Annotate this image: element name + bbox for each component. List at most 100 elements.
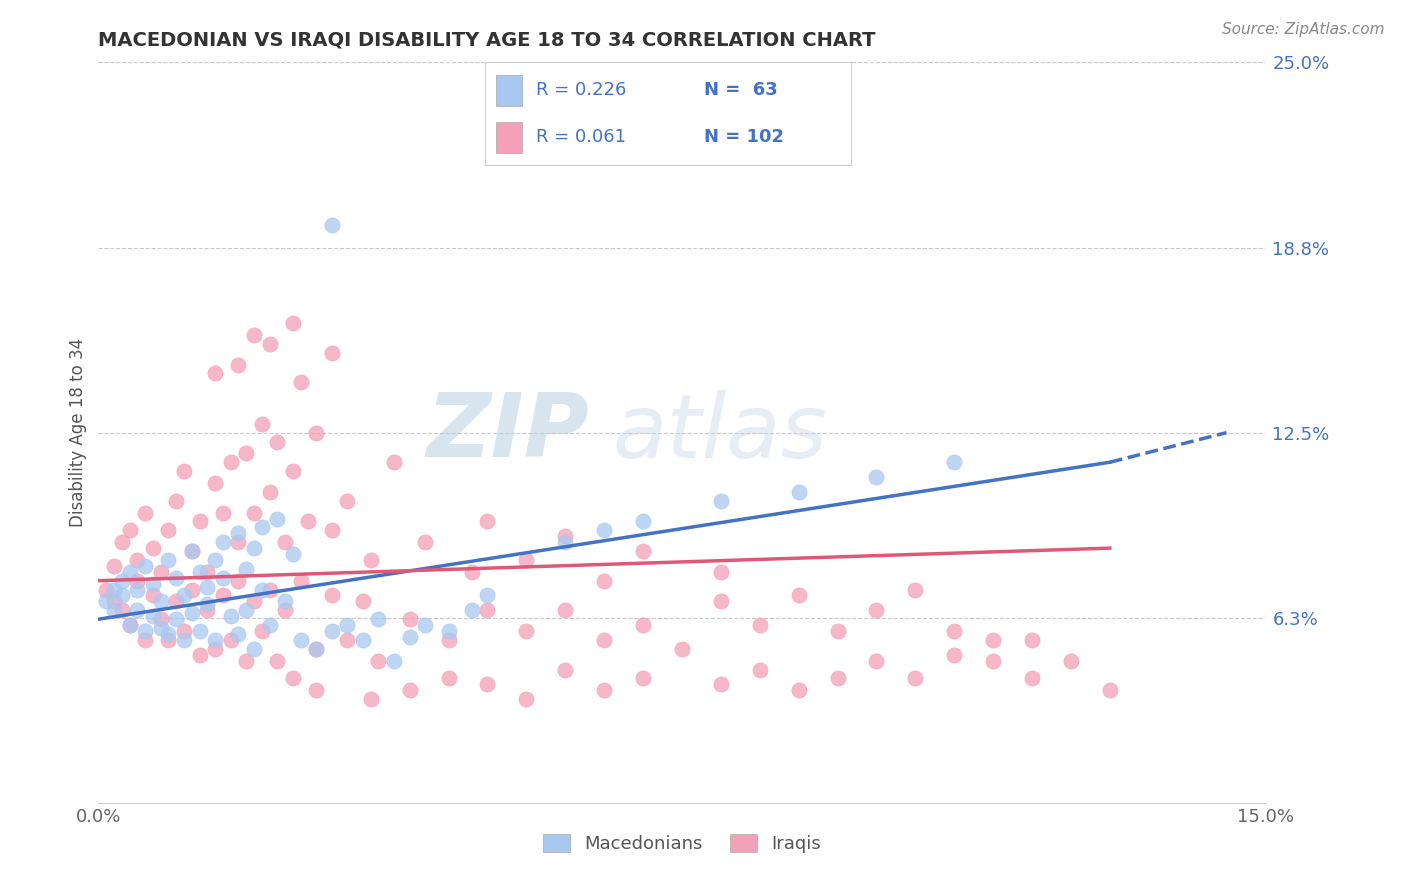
Point [103,603,125,617]
Point [250,624,273,638]
Point [180,544,202,558]
Point [111,535,134,549]
Point [274,603,297,617]
Point [219,609,242,624]
Point [352,594,374,608]
Point [111,589,134,603]
Point [212,506,235,520]
Point [413,618,436,632]
Point [204,475,226,490]
Point [266,434,288,449]
Point [219,455,242,469]
Point [173,464,195,478]
Point [1098,683,1121,698]
Point [748,618,770,632]
Point [943,624,966,638]
Point [228,358,250,372]
Point [943,648,966,662]
Point [118,565,141,579]
Point [290,376,312,390]
Point [250,520,273,534]
Point [787,484,810,499]
Point [149,612,172,626]
Point [228,526,250,541]
Point [188,648,211,662]
Point [398,630,420,644]
Point [413,535,436,549]
Point [827,672,849,686]
Point [321,219,343,233]
Point [477,515,499,529]
Point [243,594,266,608]
Point [748,663,770,677]
Point [188,624,211,638]
Point [290,632,312,647]
Point [259,484,281,499]
Point [180,582,202,597]
Point [710,565,733,579]
Bar [496,75,522,105]
Point [127,553,149,567]
Point [477,677,499,691]
Point [204,367,226,381]
Text: ZIP: ZIP [426,389,589,476]
Point [554,529,576,543]
Text: Source: ZipAtlas.com: Source: ZipAtlas.com [1222,22,1385,37]
Point [787,683,810,698]
Point [243,641,266,656]
Point [281,672,304,686]
Point [212,589,235,603]
Point [593,574,616,588]
Point [904,672,927,686]
Point [554,535,576,549]
Point [188,565,211,579]
Point [118,524,141,538]
Point [235,562,257,576]
Point [981,632,1004,647]
Point [631,672,654,686]
Point [266,654,288,668]
Point [477,603,499,617]
Text: N =  63: N = 63 [704,81,778,99]
Point [297,515,319,529]
Point [367,612,389,626]
Point [274,594,297,608]
Point [631,515,654,529]
Text: R = 0.061: R = 0.061 [536,128,626,146]
Point [134,558,156,573]
Point [228,627,250,641]
Point [554,663,576,677]
Point [827,624,849,638]
Point [235,446,257,460]
Point [142,609,165,624]
Point [593,683,616,698]
Point [219,632,242,647]
Point [157,553,180,567]
Point [259,618,281,632]
Text: N = 102: N = 102 [704,128,785,146]
Point [195,598,218,612]
Point [352,632,374,647]
Point [593,632,616,647]
Point [281,464,304,478]
Point [321,345,343,359]
Text: atlas: atlas [612,390,827,475]
Point [477,589,499,603]
Point [554,603,576,617]
Point [195,603,218,617]
Legend: Macedonians, Iraqis: Macedonians, Iraqis [536,827,828,861]
Point [142,589,165,603]
Point [195,580,218,594]
Point [212,535,235,549]
Point [710,677,733,691]
Point [250,582,273,597]
Point [149,594,172,608]
Point [228,574,250,588]
Point [305,641,328,656]
Point [266,511,288,525]
Point [710,493,733,508]
Point [360,692,382,706]
Point [103,582,125,597]
Point [305,683,328,698]
Point [111,603,134,617]
